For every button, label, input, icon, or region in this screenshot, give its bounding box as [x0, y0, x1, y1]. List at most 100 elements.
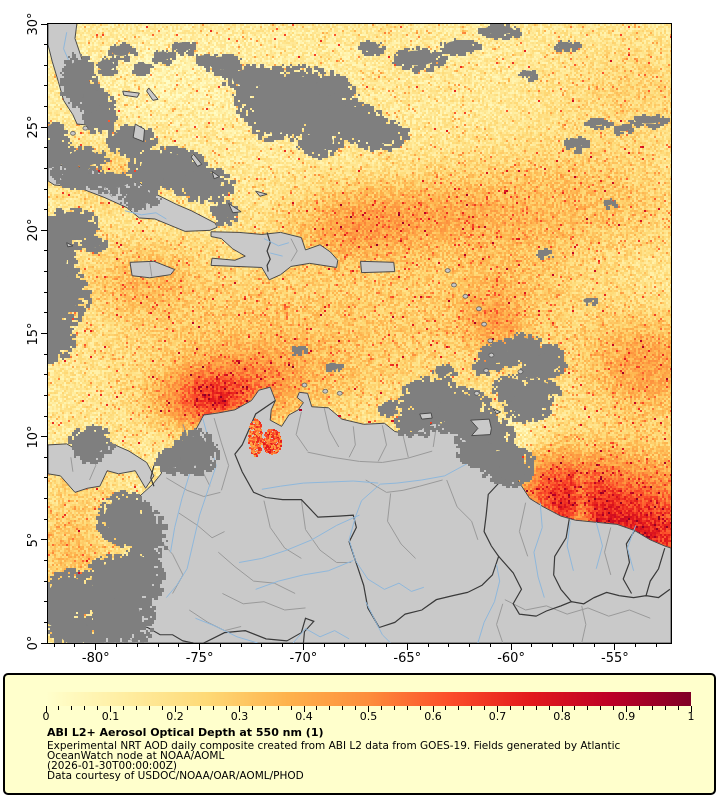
colorbar-minor-tick — [638, 706, 640, 710]
colorbar-minor-tick — [613, 706, 615, 710]
lon-major-tick — [95, 644, 97, 650]
lon-minor-tick — [655, 644, 657, 647]
colorbar-minor-tick — [277, 706, 279, 710]
colorbar-minor-tick — [548, 706, 550, 710]
lat-tick-label: 25° — [25, 115, 41, 139]
colorbar-minor-tick — [226, 706, 228, 710]
colorbar-major-tick — [45, 706, 47, 712]
lat-minor-tick — [44, 415, 47, 417]
lon-minor-tick — [282, 644, 284, 647]
lat-major-tick — [41, 642, 47, 644]
lon-minor-tick — [116, 644, 118, 647]
colorbar-minor-tick — [251, 706, 253, 710]
lat-minor-tick — [44, 621, 47, 623]
colorbar-minor-tick — [484, 706, 486, 710]
lon-minor-tick — [178, 644, 180, 647]
colorbar-minor-tick — [522, 706, 524, 710]
lon-minor-tick — [635, 644, 637, 647]
colorbar-tick-label: 0.4 — [295, 710, 313, 723]
colorbar-minor-tick — [122, 706, 124, 710]
lat-major-tick — [41, 436, 47, 438]
colorbar-minor-tick — [587, 706, 589, 710]
lon-minor-tick — [469, 644, 471, 647]
lon-major-tick — [406, 644, 408, 650]
lat-minor-tick — [44, 85, 47, 87]
colorbar-minor-tick — [187, 706, 189, 710]
colorbar-minor-tick — [161, 706, 163, 710]
lat-minor-tick — [44, 601, 47, 603]
colorbar-tick-label: 0.8 — [553, 710, 571, 723]
colorbar-minor-tick — [664, 706, 666, 710]
lon-tick-label: -55° — [601, 651, 629, 666]
colorbar-minor-tick — [290, 706, 292, 710]
lon-tick-label: -80° — [81, 651, 110, 666]
legend-text-block: ABI L2+ Aerosol Optical Depth at 550 nm … — [47, 726, 707, 781]
lon-tick-label: -70° — [289, 651, 318, 666]
lat-minor-tick — [44, 167, 47, 169]
lat-minor-tick — [44, 250, 47, 252]
lon-minor-tick — [219, 644, 221, 647]
lat-tick-label: 10° — [25, 425, 41, 449]
lat-minor-tick — [44, 209, 47, 211]
colorbar-major-tick — [239, 706, 240, 712]
colorbar-minor-tick — [148, 706, 150, 710]
lat-minor-tick — [44, 456, 47, 458]
colorbar-minor-tick — [84, 706, 86, 710]
lat-minor-tick — [44, 44, 47, 46]
colorbar-tick-label: 0 — [42, 710, 50, 723]
colorbar-minor-tick — [355, 706, 357, 710]
colorbar-minor-tick — [58, 706, 60, 710]
lon-minor-tick — [593, 644, 595, 647]
lat-minor-tick — [44, 394, 47, 396]
colorbar-major-tick — [110, 706, 111, 712]
lon-minor-tick — [240, 644, 242, 647]
lat-major-tick — [41, 333, 47, 334]
lon-major-tick — [614, 644, 616, 650]
colorbar-minor-tick — [458, 706, 460, 710]
colorbar-minor-tick — [535, 706, 537, 710]
colorbar-minor-tick — [213, 706, 215, 710]
lat-minor-tick — [44, 106, 47, 108]
colorbar-tick-label: 0.9 — [617, 710, 636, 723]
lat-minor-tick — [44, 518, 47, 520]
lat-minor-tick — [44, 580, 47, 582]
lat-minor-tick — [44, 147, 47, 149]
colorbar-minor-tick — [329, 706, 331, 710]
lon-major-tick — [302, 644, 304, 650]
colorbar-minor-tick — [135, 706, 137, 710]
lon-minor-tick — [136, 644, 138, 647]
colorbar-major-tick — [626, 706, 627, 712]
lat-minor-tick — [44, 353, 47, 355]
lat-minor-tick — [44, 498, 47, 500]
colorbar-minor-tick — [97, 706, 99, 710]
colorbar-minor-tick — [419, 706, 421, 710]
colorbar-minor-tick — [406, 706, 408, 710]
colorbar-minor-tick — [393, 706, 395, 710]
lon-minor-tick — [572, 644, 574, 647]
lat-tick-label: 5° — [25, 532, 41, 548]
lon-tick-label: -65° — [393, 651, 422, 666]
lon-minor-tick — [365, 644, 367, 647]
lat-minor-tick — [44, 271, 47, 273]
lon-minor-tick — [157, 644, 159, 647]
colorbar-minor-tick — [574, 706, 576, 710]
lat-major-tick — [41, 126, 47, 128]
lon-major-tick — [199, 644, 201, 650]
colorbar-minor-tick — [200, 706, 202, 710]
lon-minor-tick — [489, 644, 491, 647]
colorbar-major-tick — [174, 706, 176, 712]
colorbar-minor-tick — [600, 706, 602, 710]
colorbar-minor-tick — [316, 706, 318, 710]
legend-title: ABI L2+ Aerosol Optical Depth at 550 nm … — [47, 726, 324, 739]
colorbar-minor-tick — [677, 706, 679, 710]
colorbar-minor-tick — [471, 706, 473, 710]
lat-major-tick — [41, 229, 47, 231]
lon-minor-tick — [385, 644, 387, 647]
lon-minor-tick — [448, 644, 450, 647]
colorbar-minor-tick — [342, 706, 344, 710]
aod-map-canvas — [48, 24, 671, 643]
colorbar-minor-tick — [445, 706, 447, 710]
lat-tick-label: 30° — [25, 12, 41, 36]
colorbar-major-tick — [561, 706, 563, 712]
